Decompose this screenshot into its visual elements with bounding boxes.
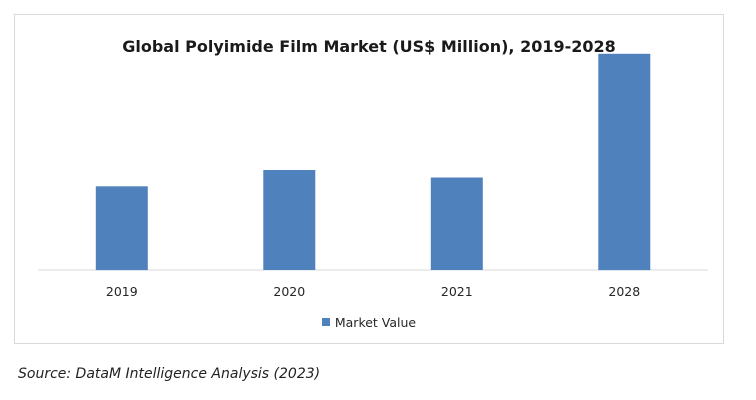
x-tick-label-2028: 2028 bbox=[608, 284, 640, 299]
bar-chart: 2019 2020 2021 2028 bbox=[38, 53, 708, 299]
legend-label-market-value: Market Value bbox=[334, 315, 417, 330]
bar-2020 bbox=[263, 170, 316, 270]
source-note: Source: DataM Intelligence Analysis (202… bbox=[18, 366, 321, 382]
chart-container: Global Polyimide Film Market (US$ Millio… bbox=[14, 14, 724, 344]
bars-group bbox=[95, 53, 651, 271]
bar-2019 bbox=[95, 186, 148, 271]
legend: Market Value bbox=[15, 315, 723, 330]
x-tick-label-2020: 2020 bbox=[273, 284, 305, 299]
bar-2028 bbox=[598, 53, 651, 271]
chart-title: Global Polyimide Film Market (US$ Millio… bbox=[122, 37, 616, 56]
x-tick-label-2021: 2021 bbox=[441, 284, 473, 299]
legend-swatch-market-value bbox=[321, 318, 330, 326]
x-tick-labels: 2019 2020 2021 2028 bbox=[106, 284, 640, 299]
bar-2021 bbox=[430, 177, 483, 270]
x-tick-label-2019: 2019 bbox=[106, 284, 138, 299]
